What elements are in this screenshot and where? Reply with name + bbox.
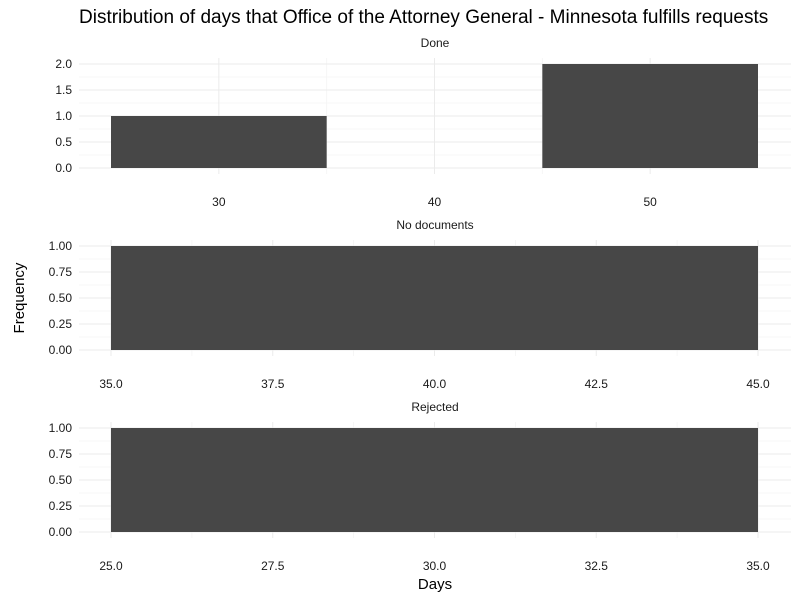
facet-no-documents: No documents 0.00 0.25 0.50 0.75 1.00 35.0 37.5… [49,218,791,391]
facet-strip-label: Rejected [411,400,458,414]
y-tick-label: 0.5 [55,135,72,149]
facet-rejected: Rejected 0.00 0.25 0.50 0.75 1.00 25.0 27.5 30.0… [49,400,791,573]
x-tick-label: 35.0 [746,559,770,573]
x-tick-label: 27.5 [261,559,285,573]
x-tick-label: 50 [643,195,657,209]
x-axis-title: Days [418,576,452,593]
facet-strip-label: No documents [396,218,473,232]
y-tick-label: 0.00 [49,525,73,539]
y-tick-label: 1.5 [55,83,72,97]
facet-strip-label: Done [421,36,450,50]
y-tick-label: 0.0 [55,161,72,175]
y-tick-label: 0.50 [49,473,73,487]
x-tick-label: 37.5 [261,377,285,391]
y-tick-label: 0.75 [49,265,73,279]
histogram-bar [111,428,758,532]
y-tick-label: 1.00 [49,421,73,435]
y-tick-label: 0.75 [49,447,73,461]
x-tick-label: 45.0 [746,377,770,391]
facet-done: Done 0.0 0.5 1.0 1.5 2.0 30 40 50 [55,36,791,209]
y-tick-label: 2.0 [55,57,72,71]
histogram-bar [542,64,758,168]
y-tick-label: 1.00 [49,239,73,253]
y-tick-label: 0.00 [49,343,73,357]
x-tick-label: 40.0 [423,377,447,391]
x-tick-label: 42.5 [585,377,609,391]
histogram-bar [111,116,327,168]
x-tick-label: 25.0 [99,559,123,573]
x-tick-label: 30 [212,195,226,209]
histogram-bar [111,246,758,350]
chart-title: Distribution of days that Office of the … [79,7,768,28]
x-tick-label: 35.0 [99,377,123,391]
y-axis-title: Frequency [11,262,28,333]
y-tick-label: 0.25 [49,317,73,331]
y-tick-label: 0.25 [49,499,73,513]
x-tick-label: 40 [428,195,442,209]
y-tick-label: 0.50 [49,291,73,305]
facet-panels: Done 0.0 0.5 1.0 1.5 2.0 30 40 50 No documents 0.0… [49,36,791,573]
x-tick-label: 32.5 [585,559,609,573]
y-tick-label: 1.0 [55,109,72,123]
x-tick-label: 30.0 [423,559,447,573]
